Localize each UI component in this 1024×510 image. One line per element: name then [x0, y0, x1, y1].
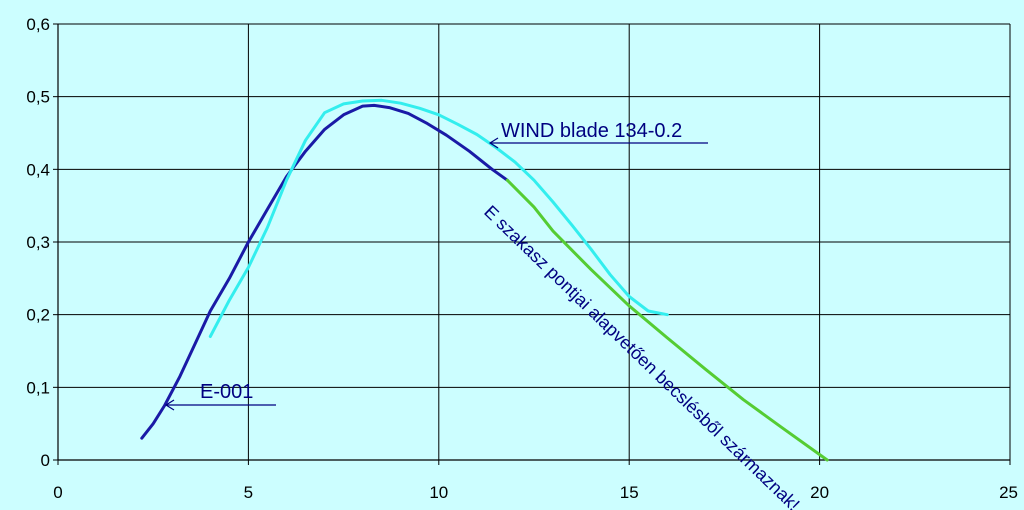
- x-tick-label: 25: [999, 483, 1018, 502]
- e001-arrowhead: [164, 399, 175, 411]
- wind-label: WIND blade 134-0.2: [501, 120, 682, 142]
- wind-arrowhead: [488, 137, 499, 149]
- x-tick-label: 0: [53, 483, 62, 502]
- wind-blade-series-line: [208, 98, 669, 338]
- e001-label: E-001: [200, 381, 253, 403]
- y-tick-label: 0,1: [26, 378, 50, 397]
- x-tick-label: 20: [810, 483, 829, 502]
- x-tick-label: 10: [429, 483, 448, 502]
- x-tick-label: 5: [244, 483, 253, 502]
- y-tick-labels: 0 0,1 0,2 0,3 0,4 0,5 0,6: [26, 15, 50, 470]
- estimate-series-line: [505, 178, 829, 462]
- y-tick-label: 0,5: [26, 88, 50, 107]
- x-tick-labels: 0 5 10 15 20 25: [53, 483, 1018, 502]
- y-tick-label: 0,3: [26, 233, 50, 252]
- x-tick-label: 15: [620, 483, 639, 502]
- y-tick-label: 0,4: [26, 160, 50, 179]
- y-tick-label: 0,2: [26, 306, 50, 325]
- y-tick-label: 0,6: [26, 15, 50, 34]
- estimate-note: E szakasz pontjai alapvetően becslésből …: [480, 201, 803, 510]
- axes: [53, 23, 1011, 465]
- e001-series-line: [140, 103, 509, 440]
- gridlines: [58, 23, 1011, 460]
- y-tick-label: 0: [41, 451, 50, 470]
- series-lines: [140, 98, 829, 462]
